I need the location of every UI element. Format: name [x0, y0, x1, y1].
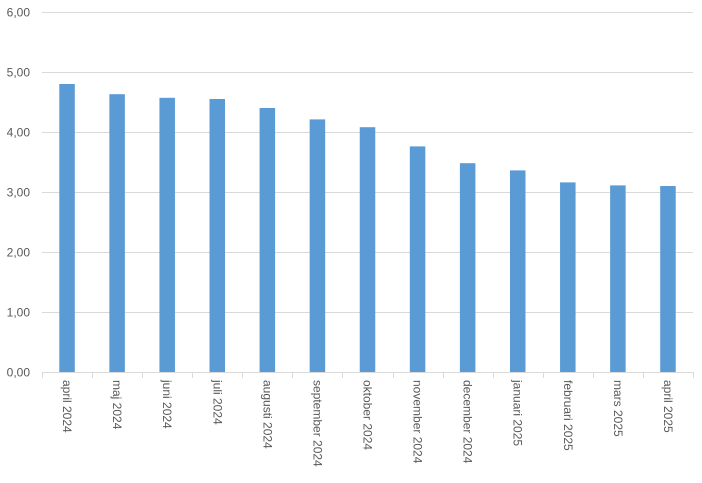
- x-tick-label: november 2024: [411, 380, 425, 464]
- x-tick-label: juli 2024: [210, 379, 224, 425]
- x-tick-label: mars 2025: [611, 380, 625, 437]
- y-tick-label: 4,00: [7, 126, 31, 140]
- bar: [359, 127, 376, 372]
- y-tick-label: 2,00: [7, 246, 31, 260]
- x-tick-label: maj 2024: [110, 380, 124, 430]
- bars: [59, 84, 676, 373]
- bar: [209, 99, 226, 372]
- bar: [560, 182, 576, 372]
- bar: [159, 97, 175, 373]
- y-tick-label: 6,00: [7, 6, 31, 20]
- y-tick-label: 5,00: [7, 66, 31, 80]
- x-tick-label: juni 2024: [160, 379, 174, 429]
- x-axis: [42, 372, 694, 378]
- bar: [409, 146, 426, 372]
- x-tick-label: september 2024: [310, 380, 324, 467]
- y-tick-label: 3,00: [7, 186, 31, 200]
- bar: [109, 94, 125, 372]
- bar: [459, 163, 476, 372]
- bar: [610, 185, 626, 372]
- x-tick-label: januari 2025: [511, 379, 525, 446]
- bar: [259, 108, 276, 372]
- x-axis-tick-labels: april 2024 maj 2024 juni 2024 juli 2024 augu…: [60, 379, 675, 467]
- bar: [59, 84, 75, 372]
- x-tick-label: april 2025: [661, 380, 675, 433]
- x-tick-label: oktober 2024: [361, 380, 375, 450]
- y-tick-label: 1,00: [7, 306, 31, 320]
- x-tick-label: april 2024: [60, 380, 74, 433]
- x-tick-label: februari 2025: [561, 380, 575, 451]
- bar: [309, 119, 326, 373]
- bar: [509, 170, 526, 372]
- y-axis-tick-labels: 0,00 1,00 2,00 3,00 4,00 5,00 6,00: [7, 6, 31, 380]
- x-tick-label: augusti 2024: [260, 380, 274, 449]
- x-tick-label: december 2024: [461, 380, 475, 464]
- bar: [660, 186, 676, 372]
- y-tick-label: 0,00: [7, 366, 31, 380]
